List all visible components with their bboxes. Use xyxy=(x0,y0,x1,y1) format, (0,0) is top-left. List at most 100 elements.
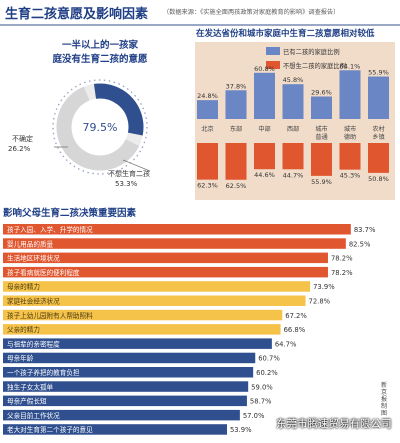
donut-label-uncertain: 不确定 xyxy=(12,134,33,143)
factor-label: 父亲的精力 xyxy=(7,325,40,334)
region-category-label: 西部 xyxy=(287,125,299,133)
factor-label: 与祖辈的亲密程度 xyxy=(7,339,60,348)
factor-value: 58.7% xyxy=(250,398,272,406)
factor-value: 73.9% xyxy=(313,283,335,291)
factor-label: 独生子女太孤单 xyxy=(7,382,54,391)
region-category-label-line2: 乡镇 xyxy=(372,133,384,141)
factor-bar xyxy=(3,266,328,278)
region-category-label: 中部 xyxy=(258,125,270,133)
factor-value: 82.5% xyxy=(349,240,371,248)
donut-dots-outer xyxy=(52,79,148,175)
factor-bar xyxy=(3,295,306,306)
factor-label: 一个孩子养把的教育负担 xyxy=(7,368,80,377)
region-bar-have-two xyxy=(225,90,247,119)
header-rule xyxy=(0,24,400,26)
factor-value: 83.7% xyxy=(354,226,376,234)
region-value-have-two: 24.8% xyxy=(197,92,218,100)
region-bar-no-two xyxy=(254,143,275,170)
factor-value: 60.7% xyxy=(258,355,280,363)
region-category-label: 东部 xyxy=(230,125,242,133)
factor-bar xyxy=(3,281,311,292)
factor-label: 老大对生育第二个孩子的意见 xyxy=(7,425,93,434)
factor-bar xyxy=(3,395,247,407)
watermark: 东莞市腾速贸易有限公司 xyxy=(276,418,392,430)
factor-label: 家庭社会经济状况 xyxy=(7,297,60,306)
region-value-have-two: 37.8% xyxy=(226,82,247,90)
region-value-no-two: 62.3% xyxy=(197,182,218,190)
factor-label: 孩子上幼儿园附有人帮助照料 xyxy=(7,311,93,320)
region-value-no-two: 44.6% xyxy=(254,171,275,179)
main-title: 生育二孩意愿及影响因素 xyxy=(5,7,149,22)
region-value-have-two: 29.6% xyxy=(311,89,332,97)
side-note: 新京报制图 xyxy=(381,382,388,417)
region-bar-no-two xyxy=(311,143,332,176)
legend-label-no-two: 不想生二孩的家庭比例 xyxy=(283,61,346,70)
donut-value-uncertain: 26.2% xyxy=(8,145,31,153)
factor-bar xyxy=(3,381,249,392)
legend-label-have-two: 已有二孩的家庭比例 xyxy=(283,47,340,56)
region-value-no-two: 50.8% xyxy=(368,175,389,183)
donut-title-line1: 一半以上的一孩家 xyxy=(62,39,139,51)
donut-value-no-second-child: 53.3% xyxy=(115,180,138,188)
donut-leader-right xyxy=(122,159,151,172)
region-value-no-two: 45.3% xyxy=(340,172,361,180)
region-category-label: 农村 xyxy=(372,125,384,133)
region-bar-have-two xyxy=(311,96,332,119)
factor-label: 孩子看病就医的便利程度 xyxy=(7,268,80,277)
region-value-no-two: 62.5% xyxy=(226,182,247,190)
factor-label: 母亲的精力 xyxy=(7,282,40,291)
region-category-label-line2: 德助 xyxy=(344,133,356,141)
region-bar-have-two xyxy=(282,84,304,119)
factor-value: 53.9% xyxy=(230,426,252,434)
factor-value: 67.2% xyxy=(285,312,307,320)
factor-value: 78.2% xyxy=(331,269,353,277)
factor-label: 婴儿用品的质量 xyxy=(7,239,54,248)
factor-bar xyxy=(3,352,256,364)
factor-label: 父亲目前工作状况 xyxy=(7,411,60,420)
factor-value: 78.2% xyxy=(331,255,353,263)
region-value-no-two: 55.9% xyxy=(311,178,332,186)
factor-bar xyxy=(3,324,281,335)
factor-value: 57.0% xyxy=(243,412,265,420)
region-chart-title: 在发达省份和城市家庭中生育二孩意愿相对较低 xyxy=(196,28,375,39)
donut-slice-no-second-child xyxy=(56,83,144,171)
region-category-label: 城市 xyxy=(344,125,356,133)
region-value-have-two: 64.1% xyxy=(340,62,361,70)
factor-bar xyxy=(3,338,272,349)
factor-label: 生活地区环境状况 xyxy=(7,254,60,263)
region-bar-have-two xyxy=(197,100,218,119)
region-category-label-line2: 普通 xyxy=(315,133,327,141)
region-value-have-two: 60.8% xyxy=(254,65,275,73)
region-bar-no-two xyxy=(339,143,361,170)
region-bar-no-two xyxy=(197,143,218,180)
region-bar-have-two xyxy=(254,72,275,119)
factor-bar xyxy=(3,409,240,421)
region-bar-have-two xyxy=(368,76,389,119)
factor-value: 66.8% xyxy=(284,326,306,334)
region-category-label: 北京 xyxy=(201,125,213,133)
legend-swatch-no-two xyxy=(266,61,280,69)
factor-label: 母亲产假长短 xyxy=(7,397,47,406)
region-bar-no-two xyxy=(368,143,389,173)
factor-value: 60.2% xyxy=(256,369,278,377)
region-bar-no-two xyxy=(225,143,247,180)
factor-bar xyxy=(3,367,254,378)
donut-center-value: 79.5% xyxy=(83,121,118,134)
header: 生育二孩意愿及影响因素 （数据来源：《实施全面两孩政策对家庭教育的影响》调查报告… xyxy=(0,0,400,24)
donut-label-no-second-child: 不想生育二孩 xyxy=(108,169,150,178)
region-value-have-two: 55.9% xyxy=(368,69,389,77)
factor-value: 72.8% xyxy=(309,298,331,306)
donut-slice-uncertain xyxy=(56,83,144,171)
factors-title: 影响父母生育二孩决策重要因素 xyxy=(3,208,137,219)
factor-value: 59.0% xyxy=(251,383,273,391)
region-bar-have-two xyxy=(339,70,361,119)
factor-bar xyxy=(3,309,283,321)
region-bar-chart: 在发达省份和城市家庭中生育二孩意愿相对较低已有二孩的家庭比例不想生二孩的家庭比例… xyxy=(195,28,395,200)
factor-label: 孩子入园、入学、升学的情况 xyxy=(7,225,93,234)
factor-label: 母亲年龄 xyxy=(7,354,34,363)
factor-bar xyxy=(3,424,227,435)
region-category-label: 城市 xyxy=(315,125,327,133)
donut-title-line2: 庭没有生育二孩的意愿 xyxy=(52,53,148,65)
